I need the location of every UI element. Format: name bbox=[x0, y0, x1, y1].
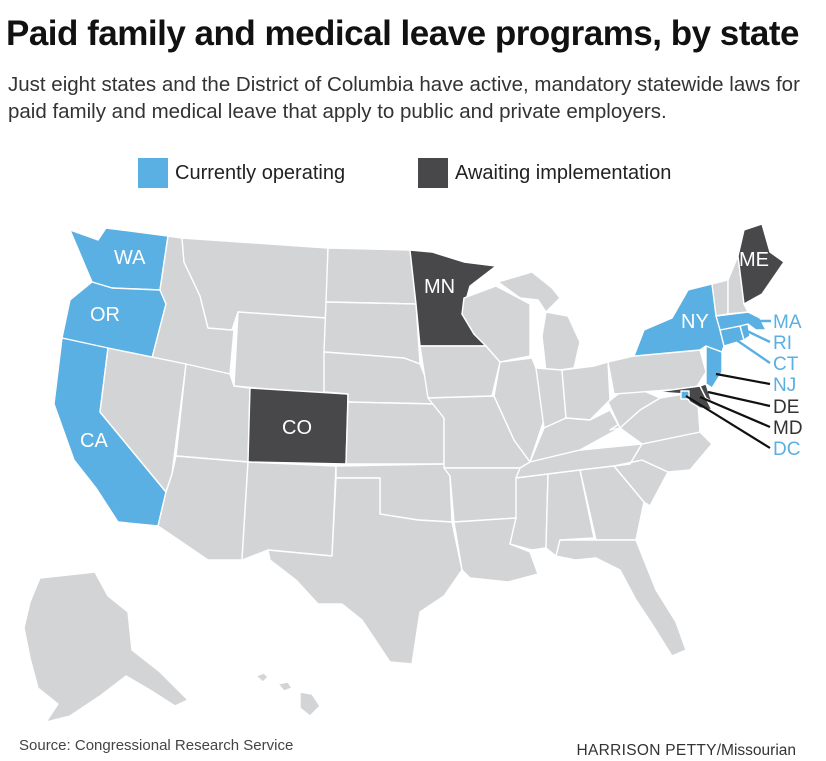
state-me bbox=[737, 223, 785, 305]
state-ny bbox=[633, 283, 725, 357]
map-label-ny: NY bbox=[681, 311, 709, 333]
callout-dc: DC bbox=[773, 439, 800, 460]
state-ma bbox=[715, 311, 767, 331]
state-il bbox=[493, 357, 545, 463]
callout-nj: NJ bbox=[773, 375, 796, 396]
state-ga bbox=[579, 465, 645, 541]
state-ak bbox=[23, 571, 189, 723]
state-oh bbox=[561, 361, 611, 421]
callout-line-de bbox=[707, 390, 771, 408]
callout-ri: RI bbox=[773, 333, 792, 354]
state-nm bbox=[241, 461, 337, 561]
state-wy bbox=[233, 311, 327, 395]
state-fl bbox=[555, 539, 687, 657]
map-label-or: OR bbox=[90, 304, 120, 326]
callout-line-ct bbox=[731, 336, 771, 364]
state-hi bbox=[255, 672, 269, 683]
callout-ma: MA bbox=[773, 312, 802, 333]
callout-de: DE bbox=[773, 397, 799, 418]
callout-line-md bbox=[699, 395, 771, 429]
state-nd bbox=[325, 247, 417, 305]
legend-label-awaiting: Awaiting implementation bbox=[455, 161, 672, 184]
map-label-co: CO bbox=[282, 417, 312, 439]
callout-md: MD bbox=[773, 418, 803, 439]
legend-swatch-operating bbox=[138, 158, 168, 188]
callout-line-ri bbox=[746, 329, 771, 344]
state-hi-3 bbox=[299, 691, 321, 717]
source-note: Source: Congressional Research Service bbox=[19, 737, 294, 754]
legend-swatch-awaiting bbox=[418, 158, 448, 188]
legend-item-operating: Currently operating bbox=[138, 158, 345, 188]
credit-org: /Missourian bbox=[716, 742, 796, 759]
legend-item-awaiting: Awaiting implementation bbox=[418, 158, 671, 188]
state-ky bbox=[529, 409, 621, 463]
callout-line-nj bbox=[715, 372, 771, 386]
credit-line: HARRISON PETTY/Missourian bbox=[576, 742, 796, 760]
map-label-me: ME bbox=[739, 249, 769, 271]
map-label-ca: CA bbox=[80, 430, 108, 452]
map-label-mn: MN bbox=[424, 276, 455, 298]
page-title: Paid family and medical leave programs, … bbox=[6, 14, 800, 53]
state-ia bbox=[419, 345, 501, 399]
callout-line-dc bbox=[685, 395, 771, 449]
map-label-wa: WA bbox=[114, 247, 146, 269]
credit-name: HARRISON PETTY bbox=[576, 742, 717, 759]
state-ar bbox=[443, 467, 521, 523]
state-ks bbox=[345, 401, 445, 465]
callout-ct: CT bbox=[773, 354, 799, 375]
subtitle: Just eight states and the District of Co… bbox=[8, 73, 800, 123]
state-hi-2 bbox=[277, 681, 293, 692]
us-state-map: WA OR CA MN CO NY ME MA RI CT NJ DE MD D… bbox=[23, 223, 803, 723]
state-ms bbox=[509, 473, 549, 551]
legend-label-operating: Currently operating bbox=[175, 161, 346, 184]
state-nj bbox=[705, 345, 723, 389]
state-tx bbox=[267, 477, 463, 665]
